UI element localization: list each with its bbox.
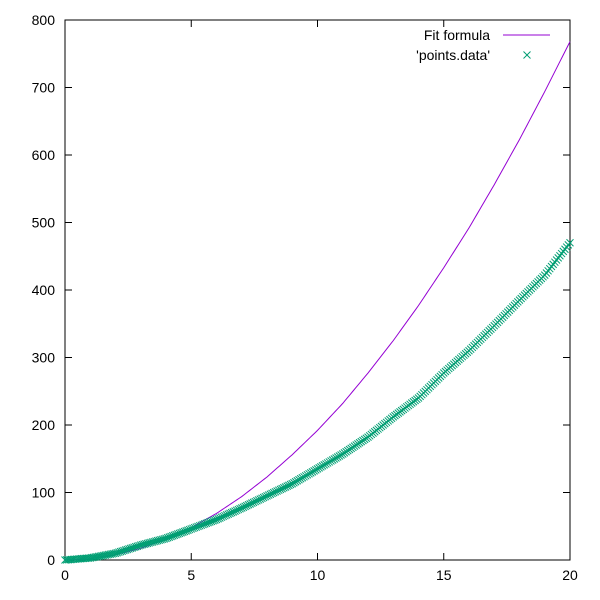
legend-label: 'points.data' bbox=[416, 47, 490, 63]
data-point bbox=[184, 526, 192, 535]
data-point bbox=[108, 550, 116, 558]
y-tick-label: 100 bbox=[32, 485, 56, 501]
y-tick-label: 400 bbox=[32, 282, 56, 298]
data-point bbox=[337, 451, 345, 459]
legend-marker-swatch bbox=[523, 51, 531, 59]
x-tick-label: 0 bbox=[61, 567, 69, 583]
x-tick-label: 20 bbox=[562, 567, 578, 583]
legend: Fit formula 'points.data' bbox=[416, 27, 550, 63]
x-tick-label: 15 bbox=[436, 567, 452, 583]
y-tick-label: 800 bbox=[32, 12, 56, 28]
data-point bbox=[234, 505, 243, 514]
data-point bbox=[81, 554, 90, 563]
plot-border bbox=[64, 19, 571, 561]
data-point bbox=[564, 241, 573, 249]
data-point bbox=[362, 434, 371, 443]
y-tick-label: 700 bbox=[32, 80, 56, 96]
y-tick-label: 500 bbox=[32, 215, 56, 231]
fit-formula-line bbox=[64, 41, 571, 561]
data-point bbox=[259, 493, 268, 502]
legend-label: Fit formula bbox=[424, 27, 490, 43]
data-point bbox=[158, 535, 167, 544]
data-point bbox=[133, 542, 142, 551]
data-point bbox=[387, 414, 396, 423]
y-tick-label: 0 bbox=[47, 552, 55, 568]
x-tick-label: 10 bbox=[310, 567, 326, 583]
x-tick-label: 5 bbox=[187, 567, 195, 583]
y-tick-label: 200 bbox=[32, 417, 56, 433]
y-tick-label: 300 bbox=[32, 350, 56, 366]
y-tick-label: 600 bbox=[32, 147, 56, 163]
data-point bbox=[285, 481, 293, 490]
plot-area bbox=[61, 41, 574, 564]
data-point bbox=[209, 516, 217, 525]
